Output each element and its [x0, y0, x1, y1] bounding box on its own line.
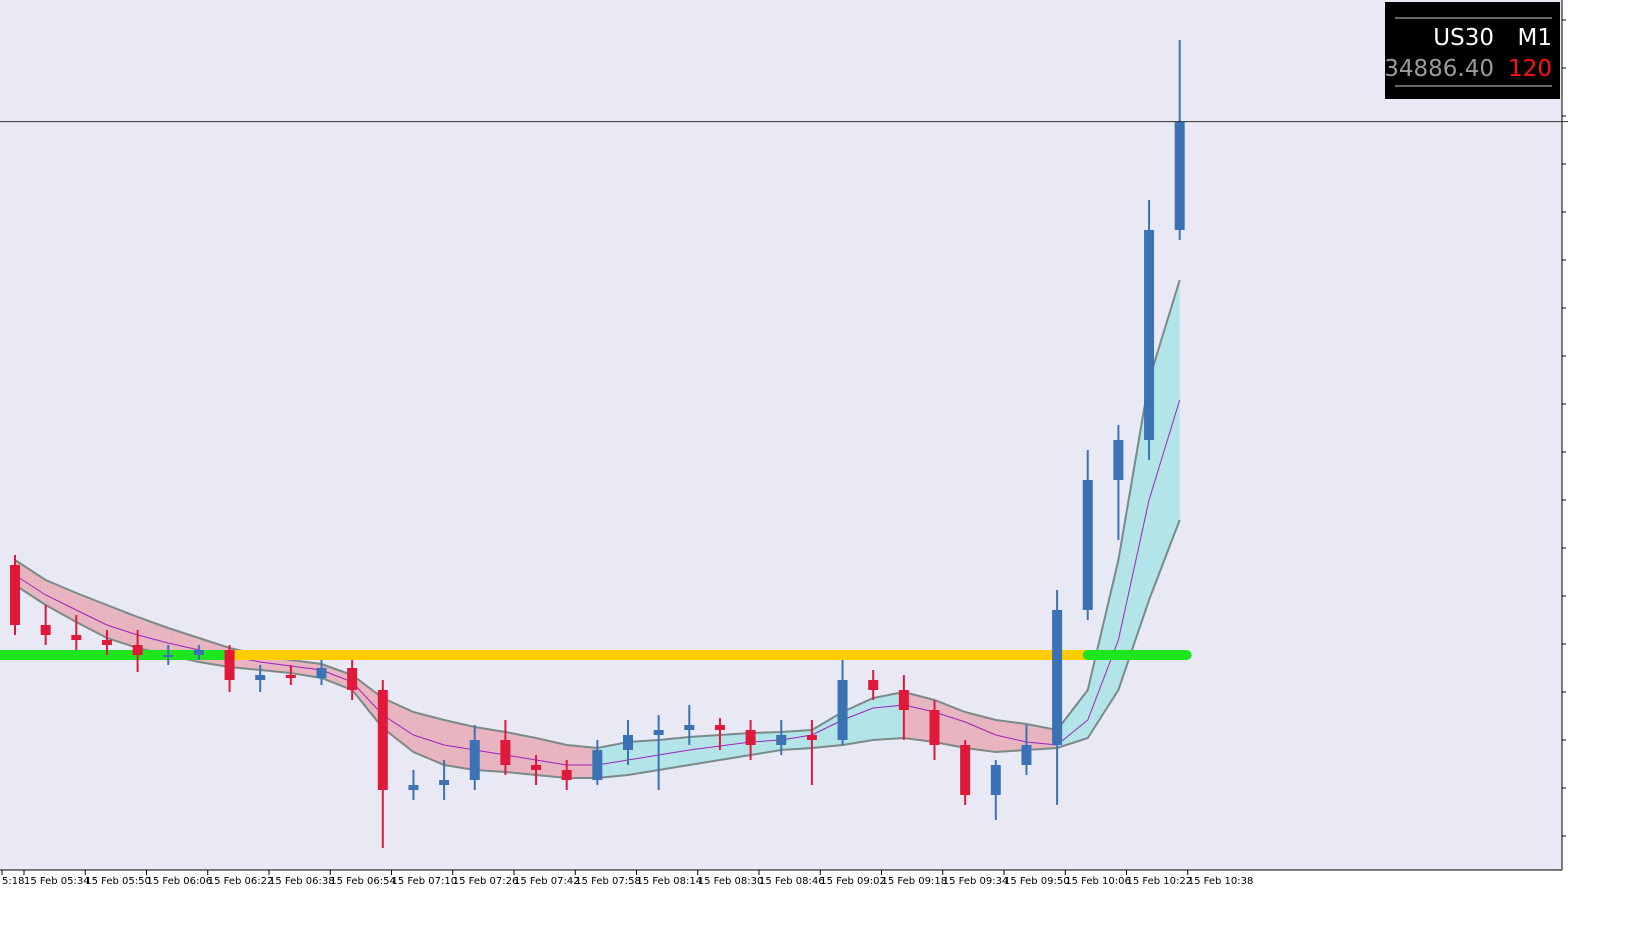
band-fill [444, 720, 475, 770]
candle-body [439, 780, 450, 785]
candle-body [500, 740, 511, 765]
x-tick-label: 15 Feb 07:58 [575, 876, 641, 887]
candle-body [960, 745, 971, 795]
band-fill [842, 698, 874, 745]
x-tick-label: 15 Feb 09:50 [1004, 876, 1070, 887]
candle-body [1144, 230, 1155, 440]
x-tick-label: 15 Feb 07:26 [453, 876, 519, 887]
x-tick-label: 15 Feb 09:02 [820, 876, 886, 887]
candle-body [224, 650, 235, 680]
x-tick-label: 15 Feb 08:14 [637, 876, 703, 887]
candle-body [1113, 440, 1124, 480]
candle-body [163, 655, 174, 657]
x-tick-label: 15 Feb 10:06 [1065, 876, 1131, 887]
band-fill [106, 605, 138, 648]
band-fill [321, 664, 353, 690]
candle-body [592, 750, 603, 780]
band-fill [995, 720, 1027, 752]
x-tick-label: 15 Feb 08:46 [759, 876, 825, 887]
band-fill [934, 700, 966, 748]
x-tick-label: 15 Feb 10:38 [1188, 876, 1254, 887]
candle-body [132, 645, 143, 655]
band-fill [474, 727, 506, 772]
band-fill [566, 745, 598, 778]
x-tick-label: 15 Feb 07:42 [514, 876, 580, 887]
candle-body [623, 735, 633, 750]
x-tick-label: 15 Feb 09:18 [882, 876, 948, 887]
x-tick-label: 5:18 [2, 876, 24, 887]
band-fill [137, 617, 169, 655]
candle-body [898, 690, 909, 710]
candle-body [285, 675, 296, 678]
x-tick-label: 15 Feb 06:22 [208, 876, 274, 887]
spread: 120 [1508, 56, 1552, 82]
band-fill [658, 737, 690, 770]
x-tick-label: 15 Feb 06:38 [269, 876, 335, 887]
x-tick-label: 15 Feb 06:54 [330, 876, 396, 887]
candle-body [1174, 122, 1185, 230]
candle-body [837, 680, 848, 740]
x-tick-label: 15 Feb 05:34 [24, 876, 90, 887]
x-tick-label: 15 Feb 07:10 [392, 876, 458, 887]
band-fill [689, 735, 720, 765]
candle-body [101, 640, 112, 645]
candle-body [10, 565, 20, 625]
candle-body [469, 740, 480, 780]
band-fill [811, 712, 843, 748]
band-fill [15, 560, 46, 605]
band-fill [413, 712, 445, 765]
candle-body [653, 730, 664, 735]
candle-body [531, 765, 542, 770]
candle-body [776, 735, 787, 745]
band-fill [719, 733, 751, 760]
band-fill [505, 732, 537, 775]
candle-body [929, 710, 940, 745]
band-fill [965, 712, 996, 752]
candle-body [745, 730, 756, 745]
x-tick-label: 15 Feb 10:22 [1127, 876, 1193, 887]
band-fill [1087, 560, 1119, 738]
info-box: US30 M1 34886.40 120 [1384, 2, 1560, 99]
x-tick-label: 15 Feb 09:34 [943, 876, 1009, 887]
candle-body [71, 635, 82, 640]
x-tick-label: 15 Feb 08:30 [698, 876, 764, 887]
x-tick-label: 15 Feb 06:06 [147, 876, 213, 887]
candle-body [316, 668, 327, 678]
candle-body [990, 765, 1001, 795]
candle-body [347, 668, 358, 690]
band-fill [597, 742, 628, 778]
timeframe: M1 [1518, 25, 1552, 51]
x-tick-label: 15 Feb 05:50 [85, 876, 151, 887]
symbol: US30 [1433, 25, 1494, 51]
candle-body [255, 675, 266, 680]
band-fill [903, 692, 935, 742]
candle-body [193, 650, 204, 655]
band-fill [873, 692, 904, 740]
candle-body [1052, 610, 1063, 745]
candle-body [1021, 745, 1032, 765]
candle-body [377, 690, 388, 790]
candle-body [714, 725, 725, 730]
candle-body [806, 735, 817, 740]
bid-price: 34886.40 [1384, 56, 1494, 82]
candle-body [684, 725, 695, 730]
candle-body [868, 680, 879, 690]
band-fill [750, 732, 782, 755]
candle-body [1082, 480, 1093, 610]
candle-body [561, 770, 572, 780]
band-fill [76, 593, 107, 638]
band-fill [352, 675, 383, 728]
band-fill [536, 738, 567, 778]
band-fill [1118, 380, 1150, 690]
candle-body [40, 625, 51, 635]
band-fill [1149, 280, 1180, 600]
band-fill [1057, 690, 1088, 748]
candle-body [408, 785, 419, 790]
band-fill [1026, 724, 1058, 750]
band-fill [781, 730, 812, 750]
